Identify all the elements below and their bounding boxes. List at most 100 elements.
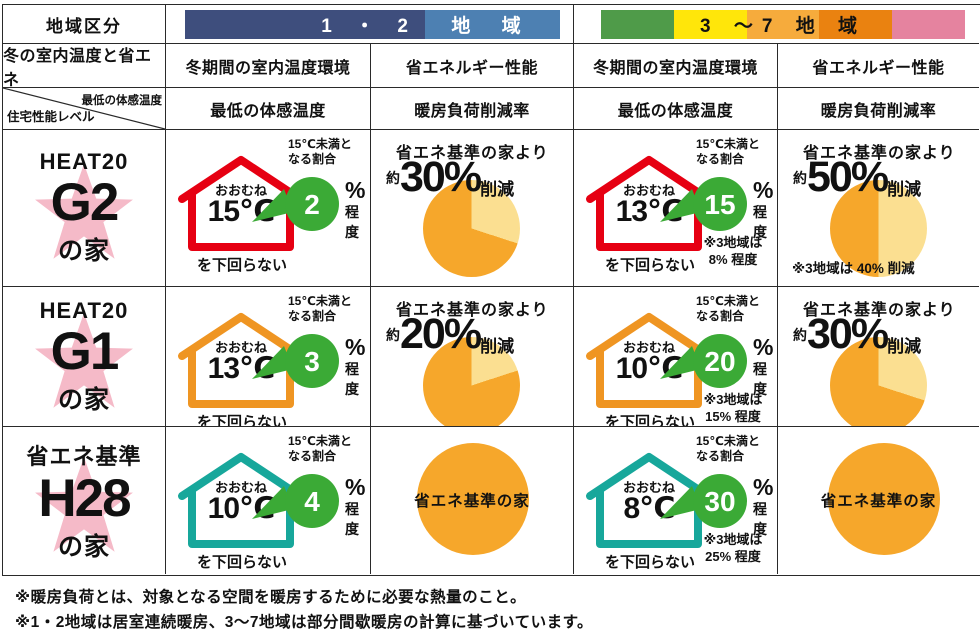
star-icon [35,456,133,552]
approx-label: 約 [793,170,807,186]
level-cell-h28: 省エネ基準 H28 の家 [3,427,166,574]
percent-unit: % 程度 [345,178,370,242]
region-1-2-header-cell: 1 ・ 2 地 域 [166,5,574,44]
ratio-line1: 15℃未満と [696,434,760,448]
h28-r12-pie-cell: 省エネ基準の家 [371,427,574,574]
ratio-line2: なる割合 [696,309,745,323]
oomune-label: おおむね [214,183,267,198]
region-3-7-banner: 3 ～7 地 域 [601,10,965,39]
house-icon [178,156,304,251]
house-icon [586,156,712,251]
bubble-value: 15 [704,189,735,220]
ratio-line1: 15℃未満と [288,137,352,151]
ratio-line1: 15℃未満と [288,294,352,308]
level-grade: G1 [50,321,120,381]
region-7-segment [892,10,965,39]
g2-r37-pie-cell: 省エネ基準の家より 約 50% 削減 ※3地域は 40% 削減 [778,130,979,287]
region3-pie-note: ※3地域は 40% 削減 [792,261,915,276]
level-name: HEAT20 [39,149,129,174]
bubble-value: 30 [704,486,735,517]
pie-chart [828,443,940,555]
percent-unit: % 程度 [345,475,370,539]
teido-label: 程度 [753,361,767,397]
energy-perf-label: 省エネルギー性能 [812,59,945,77]
approx-label: 約 [386,327,400,343]
pie-chart [830,337,927,426]
percentage-bubble-icon: 3 [252,334,339,388]
winter-temp-energy-label: 冬の室内温度と省エネ [3,47,152,88]
percent-sign: % [753,474,774,500]
region-1-2-banner-left: 1 ・ 2 [185,10,425,39]
level-cell-g2: HEAT20 G2 の家 [3,130,166,287]
star-icon [35,312,133,408]
pie-chart [423,337,520,426]
diagonal-bottom-label: 住宅性能レベル [7,110,95,124]
ratio-line1: 15℃未満と [696,137,760,151]
percentage-bubble-icon: 30 [660,474,747,528]
note-line1: ※3地域は [703,392,763,407]
not-below-label: を下回らない [196,257,287,274]
energy-perf-label: 省エネルギー性能 [405,59,538,77]
reduction-label: 削減 [887,180,922,199]
teido-label: 程度 [753,501,767,537]
approx-label: 約 [386,170,400,186]
g1-r37-pie-cell: 省エネ基準の家より 約 30% 削減 [778,287,979,427]
star-icon [35,163,133,259]
min-temp-header-r12: 最低の体感温度 [166,88,371,130]
bubble-value: 20 [704,346,735,377]
pie-caption: 省エネ基準の家より [396,145,549,162]
percentage-bubble-icon: 4 [252,474,339,528]
percent-sign: % [753,334,774,360]
region-1-2-banner-right: 地 域 [425,10,560,39]
level-name: 省エネ基準 [26,443,142,469]
note-line2: 8% 程度 [708,252,758,267]
g1-r12-pie-cell: 省エネ基準の家より 約 20% 削減 [371,287,574,427]
g2-r37-temp-cell: おおむね 13℃ を下回らない 15℃未満と なる割合 15 % 程度 ※3地域は 8… [574,130,778,287]
diagonal-top-label: 最低の体感温度 [81,95,163,107]
not-below-label: を下回らない [604,554,695,571]
percent-unit: % 程度 [753,178,777,242]
oomune-label: おおむね [214,480,267,495]
ratio-caption: 15℃未満と なる割合 [696,137,760,167]
footnote-calculation: ※1・2地域は居室連続暖房、3～7地域は部分間歇暖房の計算に基づいています。 [15,614,594,631]
min-temp-label: 最低の体感温度 [210,102,326,120]
percent-sign: % [753,177,774,203]
teido-label: 程度 [345,501,359,537]
table: 地域区分 1 ・ 2 地 域 3 ～7 地 域 [2,4,980,576]
heating-reduction-label: 暖房負荷削減率 [414,102,530,120]
region-5-segment [746,10,820,39]
level-name: HEAT20 [39,297,129,323]
reduction-label: 削減 [480,180,515,199]
temp-env-header-r37: 冬期間の室内温度環境 [574,44,778,88]
g2-r12-temp-cell: おおむね 15℃ を下回らない 15℃未満と なる割合 2 % 程度 [166,130,371,287]
reduction-headline: 約 20% 削減 [386,313,514,357]
percent-unit: % 程度 [345,335,370,399]
g2-r12-pie-cell: 省エネ基準の家より 約 30% 削減 [371,130,574,287]
region3-note: ※3地域は 25% 程度 [690,531,776,565]
base-house-label: 省エネ基準の家 [414,493,530,510]
percentage-bubble-icon: 15 [660,177,747,231]
note-line1: ※3地域は [703,532,763,547]
heating-reduction-header-r37: 暖房負荷削減率 [778,88,979,130]
level-suffix: の家 [57,237,110,265]
reduction-headline: 約 30% 削減 [793,313,921,357]
region-6-segment [819,10,893,39]
approx-label: 約 [793,327,807,343]
reduction-value: 50% [807,153,889,201]
ratio-line2: なる割合 [288,152,337,166]
not-below-label: を下回らない [604,414,695,427]
oomune-label: おおむね [622,480,675,495]
percent-unit: % 程度 [753,475,777,539]
region-1-2-banner: 1 ・ 2 地 域 [185,10,560,39]
ratio-line2: なる割合 [696,152,745,166]
h28-r12-temp-cell: おおむね 10℃ を下回らない 15℃未満と なる割合 4 % 程度 [166,427,371,574]
region-3-segment [601,10,674,39]
percent-sign: % [345,334,366,360]
temp-env-header-r12: 冬期間の室内温度環境 [166,44,371,88]
heating-reduction-header-r12: 暖房負荷削減率 [371,88,574,130]
reduction-label: 削減 [480,337,515,356]
reduction-value: 30% [400,153,482,201]
bubble-value: 2 [304,189,320,220]
teido-label: 程度 [345,361,359,397]
pie-chart [423,180,520,277]
